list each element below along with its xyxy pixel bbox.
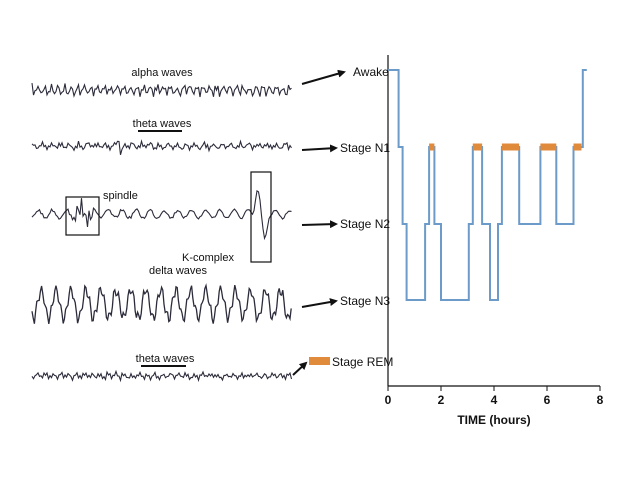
k-complex-box (250, 171, 272, 263)
arrow-rem (292, 361, 308, 376)
arrow-n2 (301, 220, 338, 229)
stage-label-n1: Stage N1 (340, 141, 390, 155)
k-complex-label: K-complex (182, 252, 234, 264)
theta-wave-caption: theta waves (133, 118, 192, 130)
hypnogram-series-line (388, 69, 587, 301)
stage-label-n3: Stage N3 (340, 294, 390, 308)
x-axis-title: TIME (hours) (457, 413, 530, 427)
rem-segment-1 (472, 143, 483, 151)
rem-theta-wave-trace (31, 369, 293, 383)
x-tick-label-4: 8 (597, 393, 604, 407)
rem-segment-2 (501, 143, 520, 151)
stage-labels: Awake Stage N1 Stage N2 Stage N3 Stage R… (309, 65, 393, 369)
stage-label-n2: Stage N2 (340, 217, 390, 231)
delta-wave-caption: delta waves (149, 265, 208, 277)
arrow-n3 (301, 298, 338, 308)
arrow-awake (301, 69, 346, 85)
eeg-waves: alpha waves theta waves spindle K-comple… (31, 67, 293, 383)
arrow-n1 (301, 144, 338, 153)
x-tick-label-1: 2 (438, 393, 445, 407)
n2-wave-trace (31, 190, 292, 241)
stage-label-rem: Stage REM (332, 355, 393, 369)
rem-segment-0 (429, 143, 435, 151)
x-axis-ticks: 0 2 4 6 8 (385, 386, 604, 407)
delta-wave-trace (31, 283, 292, 324)
rem-segments (429, 143, 582, 151)
rem-segment-3 (540, 143, 557, 151)
rem-legend-swatch (309, 357, 330, 365)
alpha-wave-caption: alpha waves (131, 67, 193, 79)
x-tick-label-3: 6 (544, 393, 551, 407)
x-tick-label-0: 0 (385, 393, 392, 407)
rem-segment-4 (573, 143, 582, 151)
stage-arrows (292, 69, 346, 376)
rem-theta-wave-caption: theta waves (136, 353, 195, 365)
alpha-wave-trace (31, 82, 292, 98)
hypnogram: 0 2 4 6 8 TIME (hours) (385, 55, 604, 427)
spindle-box (65, 196, 100, 236)
x-tick-label-2: 4 (491, 393, 498, 407)
theta-wave-trace (31, 139, 292, 155)
spindle-label: spindle (103, 190, 138, 202)
stage-label-awake: Awake (353, 65, 389, 79)
